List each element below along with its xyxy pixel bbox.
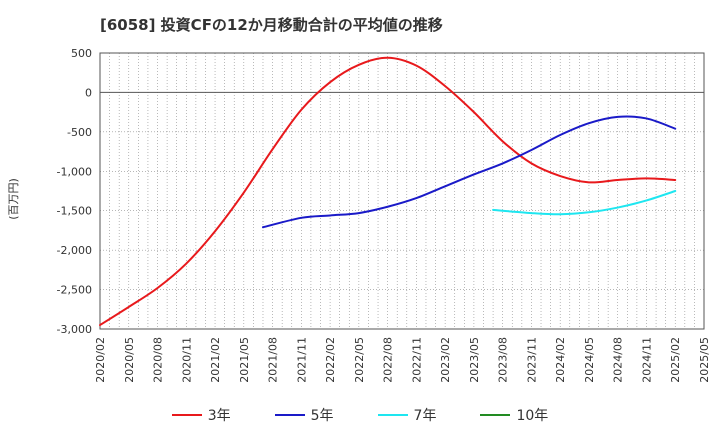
x-tick-label: 2020/05 bbox=[123, 337, 136, 383]
y-tick-label: -2,500 bbox=[57, 284, 92, 297]
series-line-7年 bbox=[492, 190, 677, 216]
chart-title: [6058] 投資CFの12か月移動合計の平均値の推移 bbox=[100, 16, 443, 34]
legend-swatch bbox=[274, 414, 305, 416]
x-tick-label: 2024/08 bbox=[612, 337, 625, 383]
x-tick-label: 2025/05 bbox=[698, 337, 711, 383]
legend-label: 3年 bbox=[207, 408, 231, 424]
series-lines bbox=[99, 56, 677, 327]
plot-background bbox=[100, 53, 704, 329]
series-line-3年 bbox=[99, 56, 677, 327]
x-tick-label: 2022/02 bbox=[324, 337, 337, 383]
y-tick-label: -2,000 bbox=[57, 244, 92, 257]
legend-label: 5年 bbox=[310, 408, 334, 424]
x-tick-label: 2021/08 bbox=[267, 337, 280, 383]
y-tick-label: -500 bbox=[67, 126, 92, 139]
y-tick-label: -1,000 bbox=[57, 165, 92, 178]
legend: 3年 5年 7年 10年 bbox=[0, 404, 720, 425]
x-tick-label: 2024/11 bbox=[640, 337, 653, 383]
legend-item: 7年 bbox=[377, 405, 437, 425]
legend-swatch bbox=[377, 414, 408, 416]
x-tick-label: 2020/11 bbox=[180, 337, 193, 383]
x-tick-label: 2021/05 bbox=[238, 337, 251, 383]
x-tick-label: 2025/02 bbox=[669, 337, 682, 383]
x-tick-label: 2023/08 bbox=[497, 337, 510, 383]
tick-labels: 5000-500-1,000-1,500-2,000-2,500-3,00020… bbox=[57, 47, 711, 383]
legend-label: 10年 bbox=[516, 408, 549, 424]
legend-swatch bbox=[480, 414, 511, 416]
x-tick-label: 2021/02 bbox=[209, 337, 222, 383]
y-tick-label: -3,000 bbox=[57, 323, 92, 336]
legend-label: 7年 bbox=[413, 408, 437, 424]
y-tick-label: 500 bbox=[71, 47, 92, 60]
x-tick-label: 2022/08 bbox=[382, 337, 395, 383]
legend-item: 10年 bbox=[480, 405, 548, 425]
legend-item: 3年 bbox=[171, 405, 231, 425]
x-tick-label: 2020/08 bbox=[152, 337, 165, 383]
legend-swatch bbox=[171, 414, 202, 416]
axes bbox=[99, 52, 705, 330]
x-tick-label: 2023/05 bbox=[468, 337, 481, 383]
y-tick-label: -1,500 bbox=[57, 205, 92, 218]
x-tick-label: 2022/11 bbox=[410, 337, 423, 383]
y-tick-label: 0 bbox=[85, 86, 92, 99]
x-tick-label: 2022/05 bbox=[353, 337, 366, 383]
x-tick-label: 2021/11 bbox=[295, 337, 308, 383]
x-tick-label: 2023/02 bbox=[439, 337, 452, 383]
series-line-5年 bbox=[261, 115, 677, 229]
grid-lines bbox=[99, 52, 705, 330]
plot-frame bbox=[99, 52, 705, 330]
legend-item: 5年 bbox=[274, 405, 334, 425]
x-tick-label: 2020/02 bbox=[94, 337, 107, 383]
y-axis-label: (百万円) bbox=[7, 178, 20, 220]
x-tick-label: 2023/11 bbox=[525, 337, 538, 383]
x-tick-label: 2024/02 bbox=[554, 337, 567, 383]
x-tick-label: 2024/05 bbox=[583, 337, 596, 383]
